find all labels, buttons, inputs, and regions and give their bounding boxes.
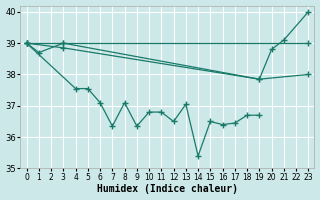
X-axis label: Humidex (Indice chaleur): Humidex (Indice chaleur)	[97, 184, 238, 194]
